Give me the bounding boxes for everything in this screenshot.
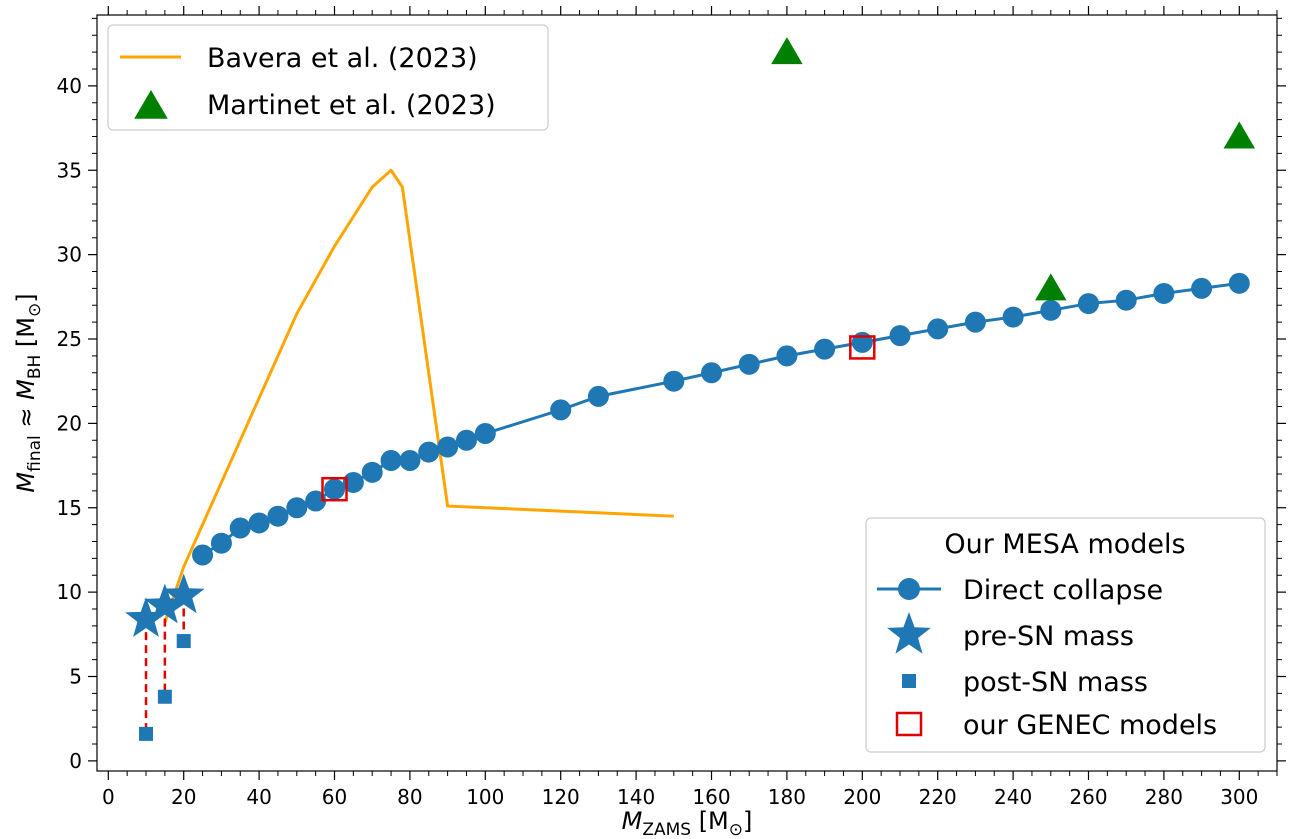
axes: 0 20 40 60 80 100 120 140 160 180 200 220 240 260 280 3… <box>12 6 1286 839</box>
x-tick-label: 140 <box>617 785 655 809</box>
direct-collapse-point <box>248 512 270 534</box>
direct-collapse-point <box>701 362 723 384</box>
direct-collapse-point <box>267 505 289 527</box>
direct-collapse-point <box>550 399 572 421</box>
direct-collapse-point <box>851 331 873 353</box>
x-tick-label: 160 <box>692 785 730 809</box>
direct-collapse-point <box>286 497 308 519</box>
direct-collapse-point <box>663 370 685 392</box>
direct-collapse-point <box>380 450 402 471</box>
direct-collapse-point <box>305 490 327 512</box>
y-tick-label: 10 <box>57 580 82 604</box>
direct-collapse-point <box>1002 306 1024 328</box>
genec-model-marker <box>849 335 876 360</box>
direct-collapse-point <box>418 441 440 463</box>
direct-collapse-point <box>1191 277 1213 299</box>
direct-collapse-point <box>229 517 251 539</box>
bavera-line <box>163 168 674 623</box>
legend-lower-box <box>865 517 1266 753</box>
x-tick-label: 0 <box>102 785 115 809</box>
post-sn-point <box>157 689 172 704</box>
pre-sn-star <box>162 573 205 614</box>
legend-lower-label: Direct collapse <box>963 575 1163 606</box>
legend-direct-collapse-swatch <box>898 578 920 600</box>
y-tick-label: 0 <box>69 749 82 773</box>
legend-genec-swatch <box>895 711 923 737</box>
direct-collapse-point <box>437 436 459 458</box>
x-axis-title: MZAMS [M⊙] <box>622 807 753 839</box>
y-axis-title: Mfinal ≈ MBH [M⊙] <box>12 293 45 492</box>
direct-collapse-point <box>399 450 421 471</box>
legend-post-sn-swatch <box>902 674 916 688</box>
y-tick-label: 15 <box>57 496 82 520</box>
direct-collapse-point <box>1153 282 1175 304</box>
direct-collapse-point <box>964 311 986 333</box>
legend-lower-title: Our MESA models <box>944 529 1185 560</box>
legend-lower-label: post-SN mass <box>963 667 1148 698</box>
direct-collapse-point <box>324 478 346 500</box>
direct-collapse-point <box>361 461 383 483</box>
legend-upper-label: Martinet et al. (2023) <box>207 90 496 121</box>
direct-collapse-point <box>342 471 364 493</box>
legend-lower-label: pre-SN mass <box>963 621 1134 652</box>
direct-collapse-point <box>889 325 911 347</box>
y-tick-label: 30 <box>57 243 82 267</box>
pre-sn-star <box>143 583 186 624</box>
direct-collapse-point <box>776 345 798 367</box>
y-tick-label: 25 <box>57 327 82 351</box>
y-tick-label: 35 <box>57 158 82 182</box>
legend-upper-box <box>107 24 549 131</box>
x-tick-label: 100 <box>466 785 504 809</box>
legend-upper-label: Bavera et al. (2023) <box>207 43 478 74</box>
x-tick-label: 280 <box>1145 785 1183 809</box>
x-tick-label: 200 <box>843 785 881 809</box>
direct-collapse-point <box>1228 272 1250 294</box>
x-tick-label: 260 <box>1069 785 1107 809</box>
martinet-point <box>1035 273 1067 301</box>
post-sn-point <box>176 634 191 649</box>
legend-pre-sn-swatch <box>887 612 931 654</box>
x-tick-label: 80 <box>397 785 422 809</box>
legend-martinet-swatch <box>134 90 168 119</box>
y-tick-label: 40 <box>57 74 82 98</box>
direct-collapse-point <box>738 353 760 375</box>
legend-lower-label: our GENEC models <box>963 710 1217 741</box>
direct-collapse-point <box>192 544 214 566</box>
direct-collapse-point <box>210 532 232 554</box>
direct-collapse-point <box>927 318 949 340</box>
plot-area <box>125 37 1256 741</box>
direct-collapse-point <box>1040 299 1062 321</box>
genec-model-marker <box>321 476 348 502</box>
direct-collapse-point <box>474 423 496 444</box>
y-tick-label: 20 <box>57 411 82 435</box>
direct-collapse-point <box>587 385 609 407</box>
x-tick-label: 40 <box>246 785 271 809</box>
direct-collapse-point <box>1115 289 1137 311</box>
plot-frame <box>96 14 1278 772</box>
direct-collapse-point <box>1078 293 1100 315</box>
y-tick-label: 5 <box>69 665 82 689</box>
direct-collapse-point <box>814 338 836 360</box>
x-tick-label: 300 <box>1220 785 1258 809</box>
pre-sn-star <box>125 597 167 637</box>
x-tick-label: 20 <box>171 785 196 809</box>
x-tick-label: 220 <box>919 785 957 809</box>
post-sn-point <box>139 726 154 741</box>
martinet-point <box>1223 121 1256 149</box>
x-tick-label: 60 <box>322 785 347 809</box>
martinet-point <box>771 37 803 65</box>
legends: Bavera et al. (2023) Martinet et al. (202… <box>107 24 1266 753</box>
x-tick-label: 180 <box>768 785 806 809</box>
x-tick-label: 120 <box>542 785 580 809</box>
direct-collapse-point <box>455 429 477 451</box>
x-tick-label: 240 <box>994 785 1032 809</box>
